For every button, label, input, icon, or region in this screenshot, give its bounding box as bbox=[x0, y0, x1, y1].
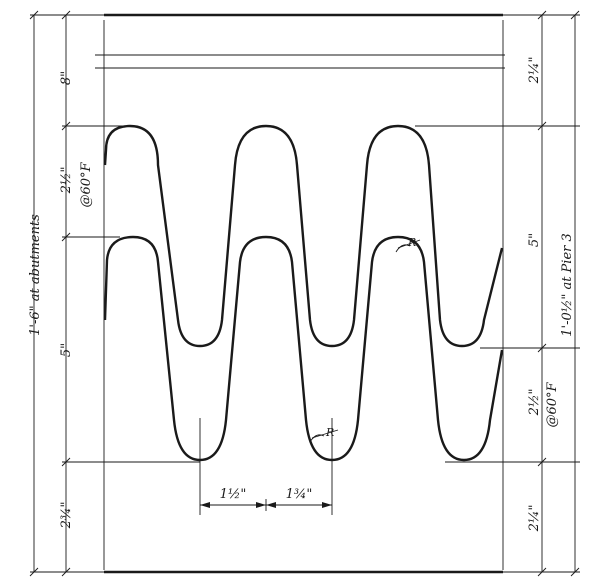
dim-middle-left: 5" bbox=[59, 343, 74, 357]
dim-gap-right: 2½" bbox=[527, 389, 542, 417]
arrowhead bbox=[266, 502, 276, 508]
radius-markers bbox=[309, 239, 421, 443]
upper-finger-plate bbox=[103, 124, 504, 348]
dimension-ticks bbox=[29, 10, 580, 577]
arrowhead bbox=[256, 502, 266, 508]
dim-temp-right: @60°F bbox=[545, 381, 560, 427]
dim-top-left: 8" bbox=[59, 71, 74, 85]
dimension-lines bbox=[33, 15, 576, 572]
dim-bottom-right: 2¼" bbox=[527, 505, 542, 533]
radius-label-lower: R bbox=[325, 426, 334, 439]
extension-lines bbox=[30, 14, 580, 573]
dim-middle-right: 5" bbox=[527, 233, 542, 247]
dim-temp-left: @60°F bbox=[79, 161, 94, 207]
dim-finger-width-a: 1½" bbox=[220, 487, 247, 502]
dim-overall-left: 1'-6" at abutments bbox=[28, 214, 43, 336]
radius-label-upper: R bbox=[407, 236, 416, 249]
dim-overall-right: 1'-0½" at Pier 3 bbox=[560, 233, 575, 337]
arrowhead bbox=[200, 502, 210, 508]
arrowhead bbox=[322, 502, 332, 508]
lower-finger-plate bbox=[103, 235, 504, 462]
dim-finger-width-b: 1¾" bbox=[286, 487, 313, 502]
dim-bottom-left: 2¾" bbox=[59, 502, 74, 530]
dim-top-right: 2¼" bbox=[527, 57, 542, 85]
dim-gap-left: 2½" bbox=[59, 167, 74, 195]
